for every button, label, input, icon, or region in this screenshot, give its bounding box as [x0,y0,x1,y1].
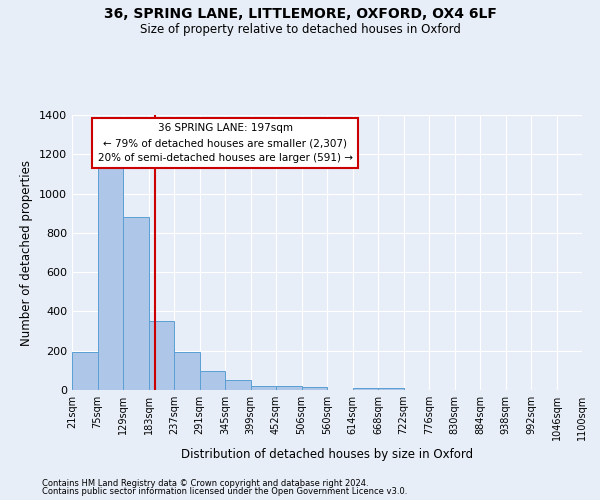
Text: 36, SPRING LANE, LITTLEMORE, OXFORD, OX4 6LF: 36, SPRING LANE, LITTLEMORE, OXFORD, OX4… [104,8,496,22]
Bar [72,352,97,390]
Text: 36 SPRING LANE: 197sqm
← 79% of detached houses are smaller (2,307)
20% of semi-: 36 SPRING LANE: 197sqm ← 79% of detached… [97,123,353,163]
Bar [123,217,149,390]
Y-axis label: Number of detached properties: Number of detached properties [20,160,34,346]
Bar [378,388,404,390]
Text: Contains public sector information licensed under the Open Government Licence v3: Contains public sector information licen… [42,487,407,496]
Text: Contains HM Land Registry data © Crown copyright and database right 2024.: Contains HM Land Registry data © Crown c… [42,478,368,488]
Bar [97,168,123,390]
Bar [174,352,199,390]
Bar [251,386,276,390]
Text: Size of property relative to detached houses in Oxford: Size of property relative to detached ho… [140,22,460,36]
X-axis label: Distribution of detached houses by size in Oxford: Distribution of detached houses by size … [181,448,473,462]
Bar [276,386,302,390]
Bar [302,387,327,390]
Bar [353,388,378,390]
Bar [225,380,251,390]
Bar [199,371,225,390]
Bar [149,322,174,390]
